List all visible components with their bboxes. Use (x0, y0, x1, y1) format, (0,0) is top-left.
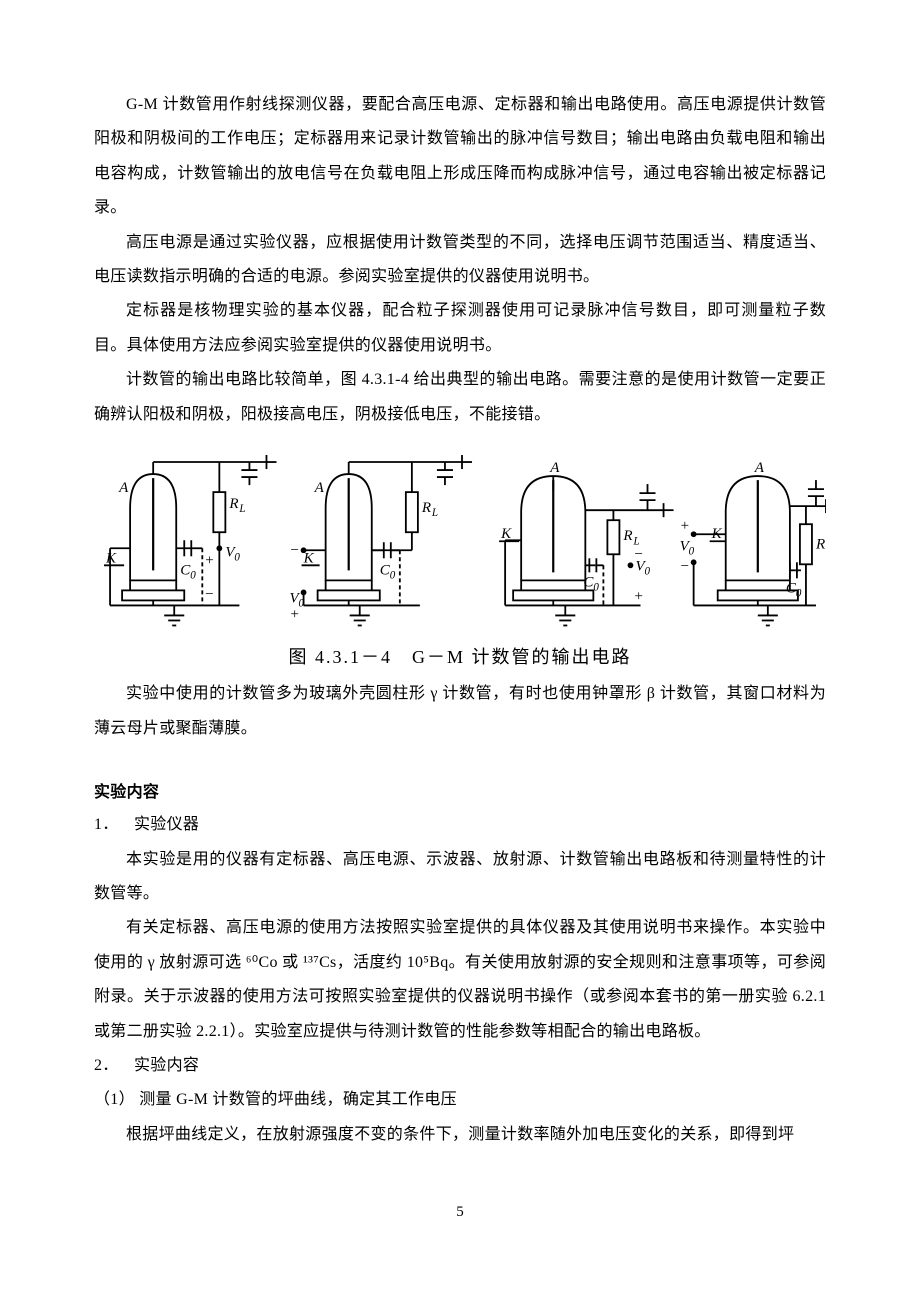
item-1: 1．实验仪器 (94, 808, 826, 842)
svg-text:−: − (204, 586, 214, 602)
paragraph-3: 定标器是核物理实验的基本仪器，配合粒子探测器使用可记录脉冲信号数目，即可测量粒子… (94, 294, 826, 363)
sub-item-1-label: 测量 G-M 计数管的坪曲线，确定其工作电压 (135, 1091, 457, 1108)
figure-caption: 图 4.3.1－4 G－M 计数管的输出电路 (94, 643, 826, 669)
sub-item-1-num: （1） (94, 1091, 135, 1108)
item-2: 2．实验内容 (94, 1049, 826, 1083)
item-2-label: 实验内容 (134, 1057, 199, 1074)
svg-text:−: − (633, 546, 643, 562)
svg-text:+: + (680, 518, 690, 534)
sub-item-1-para: 根据坪曲线定义，在放射源强度不变的条件下，测量计数率随外加电压变化的关系，即得到… (94, 1118, 826, 1152)
svg-text:+: + (633, 588, 643, 604)
svg-text:K: K (105, 550, 117, 566)
item-1-para-2: 有关定标器、高压电源的使用方法按照实验室提供的具体仪器及其使用说明书来操作。本实… (94, 911, 826, 1049)
svg-text:K: K (711, 526, 723, 542)
svg-text:L: L (825, 543, 826, 555)
paragraph-5: 实验中使用的计数管多为玻璃外壳圆柱形 γ 计数管，有时也使用钟罩形 β 计数管，… (94, 677, 826, 746)
svg-text:A: A (118, 480, 129, 496)
svg-text:R: R (421, 500, 431, 516)
svg-text:0: 0 (644, 565, 650, 577)
item-1-para-1: 本实验是用的仪器有定标器、高压电源、示波器、放射源、计数管输出电路板和待测量特性… (94, 843, 826, 912)
svg-text:R: R (228, 496, 238, 512)
svg-text:R: R (622, 528, 632, 544)
svg-text:A: A (314, 480, 325, 496)
svg-text:+: + (204, 552, 214, 568)
page-number: 5 (94, 1204, 826, 1221)
svg-text:+: + (290, 606, 300, 622)
item-1-label: 实验仪器 (134, 816, 199, 833)
circuit-diagram-icon: R L C 0 + V 0 − (94, 450, 826, 641)
svg-text:R: R (815, 536, 825, 552)
svg-text:L: L (238, 503, 245, 515)
paragraph-2: 高压电源是通过实验仪器，应根据使用计数管类型的不同，选择电压调节范围适当、精度适… (94, 226, 826, 295)
svg-text:0: 0 (689, 545, 695, 557)
svg-text:K: K (500, 526, 512, 542)
svg-text:A: A (754, 460, 765, 476)
svg-text:A: A (549, 460, 560, 476)
svg-text:K: K (303, 550, 315, 566)
section-heading: 实验内容 (94, 778, 826, 802)
paragraph-1: G-M 计数管用作射线探测仪器，要配合高压电源、定标器和输出电路使用。高压电源提… (94, 88, 826, 226)
svg-text:0: 0 (593, 581, 599, 593)
svg-text:−: − (680, 558, 690, 574)
svg-text:0: 0 (796, 587, 802, 599)
svg-text:−: − (290, 542, 300, 558)
item-1-num: 1． (94, 808, 134, 842)
sub-item-1: （1） 测量 G-M 计数管的坪曲线，确定其工作电压 (94, 1083, 826, 1117)
figure-4-3-1-4: R L C 0 + V 0 − (94, 450, 826, 670)
item-2-num: 2． (94, 1049, 134, 1083)
svg-text:L: L (431, 507, 438, 519)
svg-text:0: 0 (234, 551, 240, 563)
svg-text:0: 0 (190, 569, 196, 581)
svg-text:0: 0 (390, 569, 396, 581)
paragraph-4: 计数管的输出电路比较简单，图 4.3.1-4 给出典型的输出电路。需要注意的是使… (94, 363, 826, 432)
